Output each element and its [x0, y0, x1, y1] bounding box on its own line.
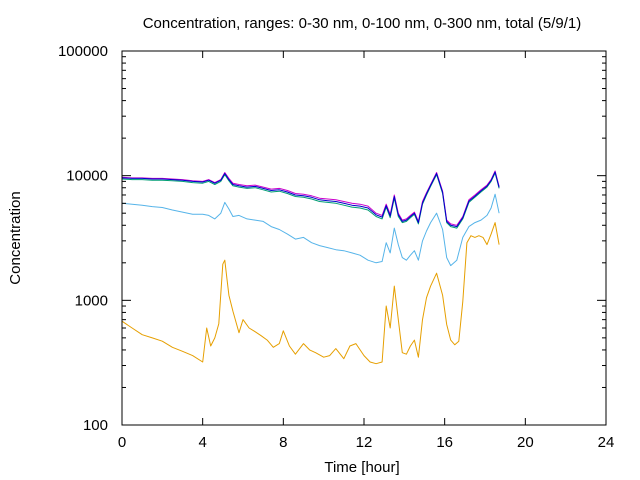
plot-frame — [121, 50, 607, 426]
x-tick-label: 12 — [356, 434, 373, 451]
x-axis-title: Time [hour] — [324, 459, 399, 476]
x-tick-label: 8 — [279, 434, 287, 451]
x-tick-label: 4 — [198, 434, 206, 451]
x-axis: 0 4 8 12 16 20 24 — [118, 51, 615, 451]
y-tick-label: 10000 — [66, 168, 108, 185]
x-tick-label: 24 — [598, 434, 615, 451]
series-line-3 — [121, 172, 500, 229]
x-tick-label: 0 — [118, 434, 126, 451]
series-line-4 — [121, 170, 500, 226]
x-tick-label: 16 — [436, 434, 453, 451]
series-line-1 — [121, 222, 500, 365]
series-line-5 — [121, 171, 500, 228]
plot-lines — [121, 170, 500, 365]
series-line-2 — [121, 193, 500, 267]
y-tick-label: 100000 — [58, 43, 108, 60]
x-tick-label: 20 — [517, 434, 534, 451]
y-axis-title: Concentration — [7, 191, 24, 284]
y-axis: 100 1000 10000 100000 — [58, 43, 606, 434]
y-tick-label: 1000 — [75, 292, 108, 309]
y-tick-label: 100 — [83, 417, 108, 434]
chart-title: Concentration, ranges: 0-30 nm, 0-100 nm… — [143, 15, 582, 32]
